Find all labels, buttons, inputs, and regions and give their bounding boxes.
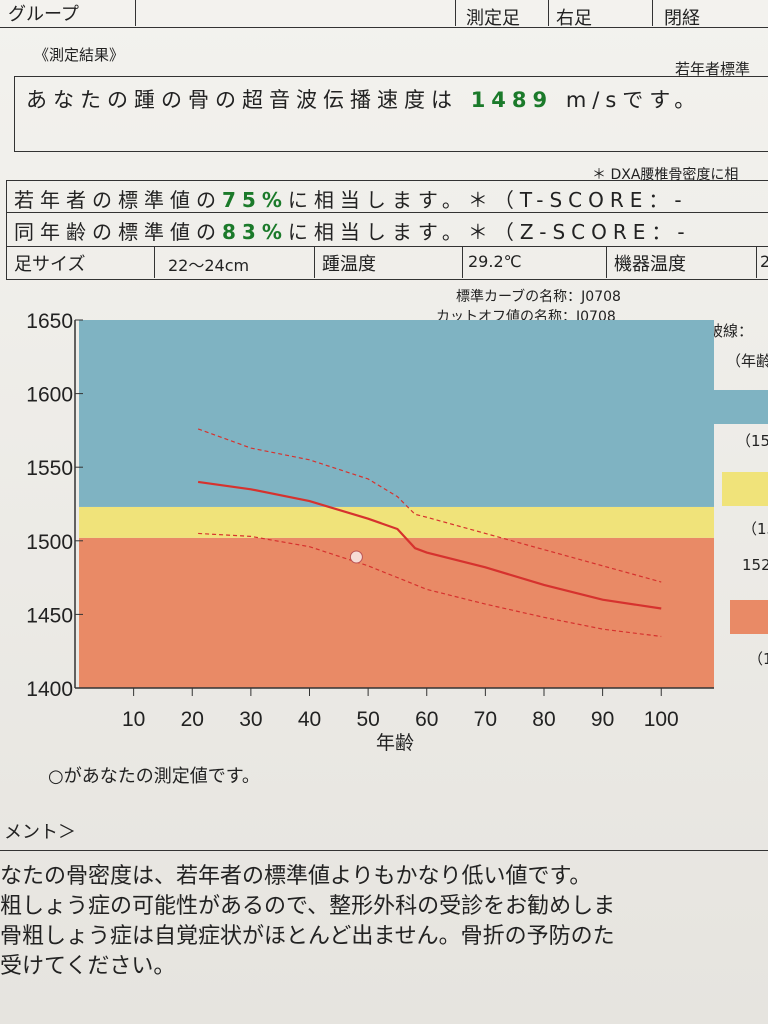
cell: 29.2℃ xyxy=(468,252,522,271)
score-row: 同年齢の標準値の83%に相当します。＊（Z-SCORE：- xyxy=(14,216,691,245)
cell: 測定足 xyxy=(466,8,520,29)
line xyxy=(197,480,662,610)
x-tick-label: 90 xyxy=(591,708,614,731)
legend-text: （1 xyxy=(748,650,768,668)
value: 75% xyxy=(222,188,288,212)
caption: ○があなたの測定値です。 xyxy=(48,766,260,787)
cell: 右足 xyxy=(556,8,592,29)
x-tick-label: 60 xyxy=(415,708,438,731)
header-table xyxy=(0,0,768,28)
legend-swatch xyxy=(730,600,768,634)
result-box xyxy=(14,76,768,152)
cell: 2 xyxy=(760,252,768,271)
y-tick-label: 1500 xyxy=(26,531,73,554)
comment-heading: メント＞ xyxy=(4,822,76,843)
text: 若年者の標準値の xyxy=(14,188,222,212)
comment-line: 骨粗しょう症は自覚症状がほとんど出ません。骨折の予防のた xyxy=(0,924,615,949)
note: ＊ DXA腰椎骨密度に相 xyxy=(592,167,739,183)
cell: 踵温度 xyxy=(322,254,376,275)
note: 若年者標準 xyxy=(675,60,751,78)
legend-text: 破線： xyxy=(708,322,754,340)
legend-text: 152 xyxy=(742,556,768,574)
y-tick-label: 1650 xyxy=(26,310,73,333)
cell: 22〜24cm xyxy=(168,256,250,275)
band xyxy=(79,506,714,538)
y-tick-label: 1450 xyxy=(26,604,73,627)
x-axis-label: 年齢 xyxy=(376,732,415,754)
cell: 閉経 xyxy=(664,8,700,29)
cell: 機器温度 xyxy=(614,254,686,275)
band xyxy=(79,320,714,507)
x-tick-label: 100 xyxy=(644,708,679,731)
measured-point xyxy=(349,550,363,564)
x-tick-label: 70 xyxy=(474,708,497,731)
x-tick-label: 40 xyxy=(298,708,321,731)
dashed-line xyxy=(198,532,662,638)
text: あなたの踵の骨の超音波伝播速度は xyxy=(26,88,458,112)
legend-text: （15 xyxy=(742,520,768,538)
x-tick-label: 20 xyxy=(181,708,204,731)
legend-text: （年齢 xyxy=(726,352,768,370)
x-tick-label: 80 xyxy=(532,708,555,731)
score-table xyxy=(6,180,768,280)
unit: m/sです。 xyxy=(565,88,702,112)
x-tick-label: 30 xyxy=(239,708,262,731)
curve-name: 標準カーブの名称：J0708 xyxy=(456,289,621,305)
comment-line: 受けてください。 xyxy=(0,954,176,979)
result-text: あなたの踵の骨の超音波伝播速度は 1489 m/sです。 xyxy=(26,84,701,114)
heading: 《測定結果》 xyxy=(34,46,125,64)
band xyxy=(79,537,714,688)
legend-text: （152 xyxy=(736,432,768,450)
comment-line: 粗しょう症の可能性があるので、整形外科の受診をお勧めしま xyxy=(0,894,616,919)
text: 同年齢の標準値の xyxy=(14,220,222,244)
y-tick-label: 1550 xyxy=(26,457,73,480)
x-tick-label: 10 xyxy=(122,708,145,731)
legend-swatch xyxy=(722,472,768,506)
value: 83% xyxy=(222,220,288,244)
cell: グループ xyxy=(8,4,79,25)
comment-line: なたの骨密度は、若年者の標準値よりもかなり低い値です。 xyxy=(0,864,592,889)
cell: 足サイズ xyxy=(14,254,86,275)
score-row: 若年者の標準値の75%に相当します。＊（T-SCORE：- xyxy=(14,184,688,213)
y-tick-label: 1400 xyxy=(26,678,73,701)
y-tick-label: 1600 xyxy=(26,384,73,407)
text: に相当します。＊（Z-SCORE：- xyxy=(287,220,691,244)
value: 1489 xyxy=(470,88,554,112)
legend-swatch xyxy=(712,390,768,424)
text: に相当します。＊（T-SCORE：- xyxy=(287,188,688,212)
x-tick-label: 50 xyxy=(356,708,379,731)
